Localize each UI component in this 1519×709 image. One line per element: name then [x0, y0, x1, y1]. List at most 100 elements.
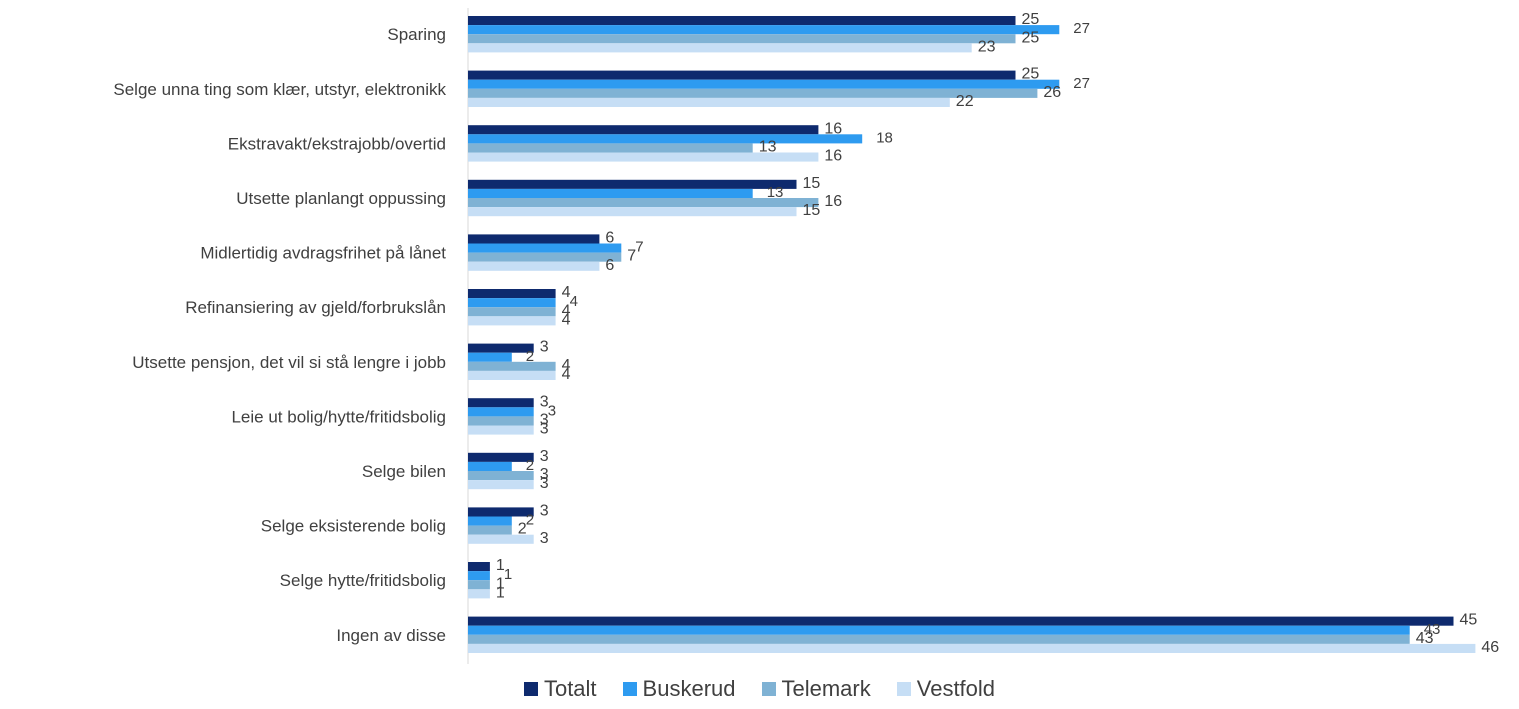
- value-label-telemark: 3: [540, 466, 549, 483]
- category-label: Refinansiering av gjeld/forbrukslån: [185, 298, 446, 317]
- bar-totalt: [468, 616, 1454, 626]
- bar-buskerud: [468, 407, 534, 417]
- bar-totalt: [468, 179, 797, 189]
- value-label-telemark: 4: [562, 302, 571, 319]
- bar-totalt: [468, 343, 534, 353]
- bar-buskerud: [468, 25, 1060, 35]
- bar-totalt: [468, 289, 556, 299]
- value-label-totalt: 3: [540, 339, 549, 356]
- value-label-totalt: 25: [1022, 11, 1040, 28]
- value-label-buskerud: 4: [570, 293, 578, 310]
- bar-telemark: [468, 525, 512, 535]
- bar-telemark: [468, 471, 534, 481]
- value-label-telemark: 3: [540, 412, 549, 429]
- bar-buskerud: [468, 243, 622, 253]
- value-label-buskerud: 43: [1424, 621, 1441, 638]
- bar-totalt: [468, 562, 490, 572]
- bar-vestfold: [468, 370, 556, 380]
- bar-totalt: [468, 507, 534, 517]
- value-label-totalt: 3: [540, 448, 549, 465]
- bar-vestfold: [468, 589, 490, 599]
- value-label-vestfold: 3: [540, 530, 549, 547]
- bar-totalt: [468, 452, 534, 462]
- legend-item-totalt[interactable]: Totalt: [523, 676, 597, 702]
- bar-vestfold: [468, 425, 534, 435]
- bar-buskerud: [468, 188, 753, 198]
- category-label: Selge unna ting som klær, utstyr, elektr…: [113, 80, 446, 99]
- category-label: Midlertidig avdragsfrihet på lånet: [200, 244, 446, 263]
- value-label-buskerud: 3: [548, 402, 556, 419]
- value-label-totalt: 1: [496, 557, 505, 574]
- value-label-vestfold: 4: [562, 311, 571, 328]
- bar-buskerud: [468, 79, 1060, 89]
- bar-buskerud: [468, 298, 556, 308]
- bar-vestfold: [468, 534, 534, 544]
- category-labels-group: Sparing Selge unna ting som klær, utstyr,…: [113, 25, 446, 645]
- value-label-totalt: 25: [1022, 66, 1040, 83]
- category-label: Selge eksisterende bolig: [261, 517, 446, 536]
- bar-vestfold: [468, 152, 819, 162]
- value-label-buskerud: 2: [526, 348, 534, 365]
- legend-label-vestfold: Vestfold: [916, 676, 996, 701]
- bar-telemark: [468, 88, 1038, 98]
- value-label-vestfold: 15: [803, 202, 821, 219]
- bar-vestfold: [468, 643, 1476, 653]
- legend-label-telemark: Telemark: [781, 676, 871, 701]
- legend-swatch-totalt: [523, 682, 538, 696]
- value-label-buskerud: 2: [526, 457, 534, 474]
- bars-group: [468, 16, 1476, 653]
- legend-item-buskerud[interactable]: Buskerud: [622, 676, 736, 702]
- value-label-totalt: 45: [1460, 612, 1478, 629]
- bar-telemark: [468, 580, 490, 590]
- bar-vestfold: [468, 207, 797, 217]
- value-label-totalt: 16: [824, 120, 842, 137]
- value-label-totalt: 4: [562, 284, 571, 301]
- category-label: Ingen av disse: [336, 626, 446, 645]
- value-label-buskerud: 1: [504, 566, 512, 583]
- legend-swatch-vestfold: [896, 682, 911, 696]
- bar-telemark: [468, 143, 753, 153]
- bar-buskerud: [468, 461, 512, 471]
- bar-vestfold: [468, 480, 534, 490]
- value-label-totalt: 3: [540, 503, 549, 520]
- bar-totalt: [468, 234, 600, 244]
- value-label-telemark: 1: [496, 575, 505, 592]
- legend: Totalt Buskerud Telemark Vestfold: [0, 676, 1519, 702]
- bar-vestfold: [468, 97, 950, 107]
- value-label-vestfold: 23: [978, 38, 996, 55]
- value-label-telemark: 26: [1043, 84, 1061, 101]
- value-label-totalt: 15: [803, 175, 821, 192]
- bar-vestfold: [468, 43, 972, 53]
- bar-telemark: [468, 361, 556, 371]
- legend-item-vestfold[interactable]: Vestfold: [896, 676, 996, 702]
- bar-buskerud: [468, 625, 1410, 635]
- bar-telemark: [468, 307, 556, 317]
- category-label: Utsette pensjon, det vil si stå lengre i…: [132, 353, 446, 372]
- value-label-vestfold: 3: [540, 421, 549, 438]
- category-label: Sparing: [387, 25, 446, 44]
- bar-buskerud: [468, 516, 512, 526]
- value-label-telemark: 25: [1022, 29, 1040, 46]
- value-label-buskerud: 18: [876, 129, 893, 146]
- value-label-telemark: 43: [1416, 630, 1434, 647]
- legend-item-telemark[interactable]: Telemark: [761, 676, 871, 702]
- bar-telemark: [468, 416, 534, 426]
- legend-label-totalt: Totalt: [543, 676, 597, 701]
- bar-buskerud: [468, 352, 512, 362]
- value-label-telemark: 13: [759, 139, 777, 156]
- category-label: Ekstravakt/ekstrajobb/overtid: [228, 134, 446, 153]
- value-label-vestfold: 1: [496, 584, 505, 601]
- value-label-vestfold: 46: [1481, 639, 1499, 656]
- bar-telemark: [468, 34, 1016, 44]
- value-label-telemark: 4: [562, 357, 571, 374]
- category-label: Selge bilen: [362, 462, 446, 481]
- value-label-buskerud: 27: [1073, 20, 1090, 37]
- value-label-totalt: 6: [605, 230, 614, 247]
- bar-telemark: [468, 252, 622, 262]
- bar-buskerud: [468, 571, 490, 581]
- value-label-buskerud: 7: [635, 239, 643, 256]
- legend-swatch-buskerud: [622, 682, 637, 696]
- bar-buskerud: [468, 134, 863, 144]
- chart: Sparing Selge unna ting som klær, utstyr,…: [113, 8, 1499, 664]
- value-label-vestfold: 16: [824, 148, 842, 165]
